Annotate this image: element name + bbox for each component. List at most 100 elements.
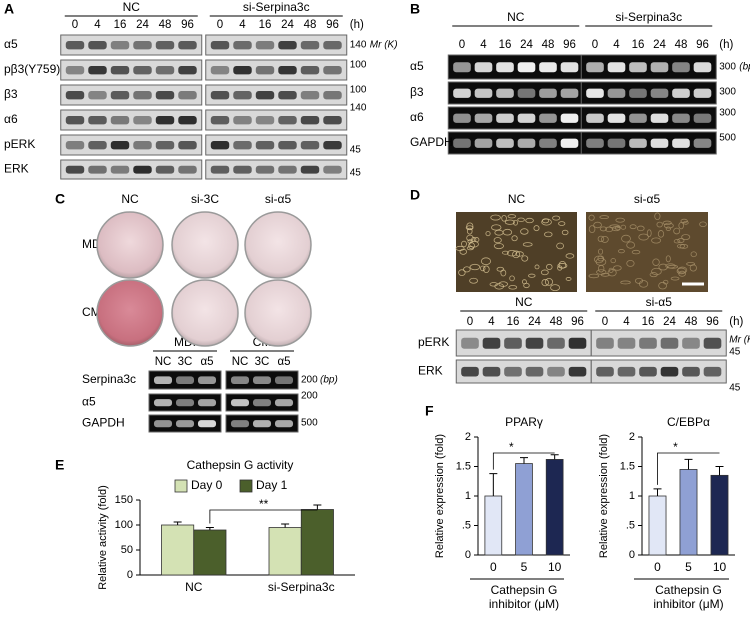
band xyxy=(703,337,722,349)
band xyxy=(233,41,252,50)
band xyxy=(496,88,514,98)
panel-letter: D xyxy=(410,187,420,203)
panel-letter: F xyxy=(425,403,434,419)
band xyxy=(607,62,626,73)
cell xyxy=(485,230,491,237)
band xyxy=(133,41,152,50)
bar xyxy=(515,463,533,556)
y-tick-label: 2 xyxy=(465,431,471,443)
cell xyxy=(493,242,504,250)
band xyxy=(278,141,297,150)
cell xyxy=(556,242,565,250)
band xyxy=(155,91,175,100)
band xyxy=(672,88,690,98)
error-bar xyxy=(684,458,693,470)
cell xyxy=(490,214,501,221)
band xyxy=(607,88,626,98)
cell xyxy=(677,266,688,274)
band xyxy=(629,62,647,73)
band xyxy=(517,62,536,73)
y-tick-label: 50 xyxy=(121,544,133,556)
cell xyxy=(469,263,481,271)
size-marker: 200 xyxy=(301,375,318,386)
lane-label: 4 xyxy=(623,316,630,328)
cell xyxy=(651,237,662,244)
band xyxy=(133,141,152,150)
lane-label: 16 xyxy=(642,316,655,328)
x-tick-label: 5 xyxy=(685,560,692,574)
size-marker: 500 xyxy=(301,418,318,429)
band xyxy=(278,91,297,100)
significance-label: * xyxy=(673,440,678,454)
marker-unit: (bp) xyxy=(320,375,338,386)
band xyxy=(278,66,297,75)
cell xyxy=(594,255,604,264)
cell xyxy=(599,226,608,232)
cell xyxy=(528,273,536,278)
size-marker: 300 xyxy=(719,62,736,73)
band xyxy=(88,66,107,75)
band xyxy=(453,138,471,148)
y-tick-label: 0 xyxy=(465,549,471,561)
band xyxy=(607,113,626,123)
band xyxy=(693,62,712,73)
cell xyxy=(508,285,518,290)
chart-title: C/EBPα xyxy=(667,415,710,429)
size-marker: 300 xyxy=(719,108,736,119)
bar xyxy=(268,527,302,576)
band xyxy=(153,420,173,428)
error-bar xyxy=(653,488,662,496)
group-label: NC xyxy=(123,0,141,14)
y-tick-label: .5 xyxy=(626,519,635,531)
lane-label: 16 xyxy=(499,39,512,51)
size-marker: 100 xyxy=(350,60,367,71)
band xyxy=(65,141,85,150)
lane-label: α5 xyxy=(277,356,290,368)
band xyxy=(629,138,647,148)
cell xyxy=(638,280,649,288)
cell xyxy=(673,227,681,235)
band xyxy=(586,113,604,123)
bar xyxy=(161,524,195,576)
blot-strip xyxy=(148,393,222,412)
culture-dish xyxy=(244,211,312,279)
error-bar xyxy=(715,466,724,476)
band xyxy=(153,399,173,407)
legend-swatch xyxy=(174,479,188,493)
band xyxy=(255,116,275,125)
cell xyxy=(469,277,478,284)
error-bar xyxy=(313,504,322,510)
cell xyxy=(617,249,625,254)
culture-dish xyxy=(244,279,312,347)
marker-unit: Mr (K) xyxy=(729,335,750,346)
band xyxy=(517,113,536,123)
lane-label: 24 xyxy=(653,39,666,51)
band xyxy=(255,165,275,174)
band xyxy=(547,337,565,349)
cell xyxy=(629,224,637,230)
band xyxy=(482,337,501,349)
y-tick-label: 0 xyxy=(127,569,133,581)
lane-label: NC xyxy=(232,356,249,368)
cell xyxy=(517,217,525,223)
band xyxy=(617,366,636,377)
cell xyxy=(466,246,474,251)
band xyxy=(461,366,479,377)
cell xyxy=(534,264,540,270)
x-tick-label: 0 xyxy=(490,560,497,574)
lane-label: 48 xyxy=(550,316,563,328)
cell xyxy=(466,222,474,230)
blot-strip xyxy=(205,134,348,156)
band xyxy=(110,41,130,50)
band xyxy=(517,138,536,148)
dish-column-label: si-3C xyxy=(191,192,219,206)
band xyxy=(672,138,690,148)
cell xyxy=(520,228,529,235)
lane-label: 4 xyxy=(613,39,620,51)
lane-label: 16 xyxy=(632,39,645,51)
band xyxy=(233,141,252,150)
band xyxy=(650,113,669,123)
bar xyxy=(193,529,227,576)
bar xyxy=(484,495,503,556)
y-tick-label: 100 xyxy=(115,519,133,531)
